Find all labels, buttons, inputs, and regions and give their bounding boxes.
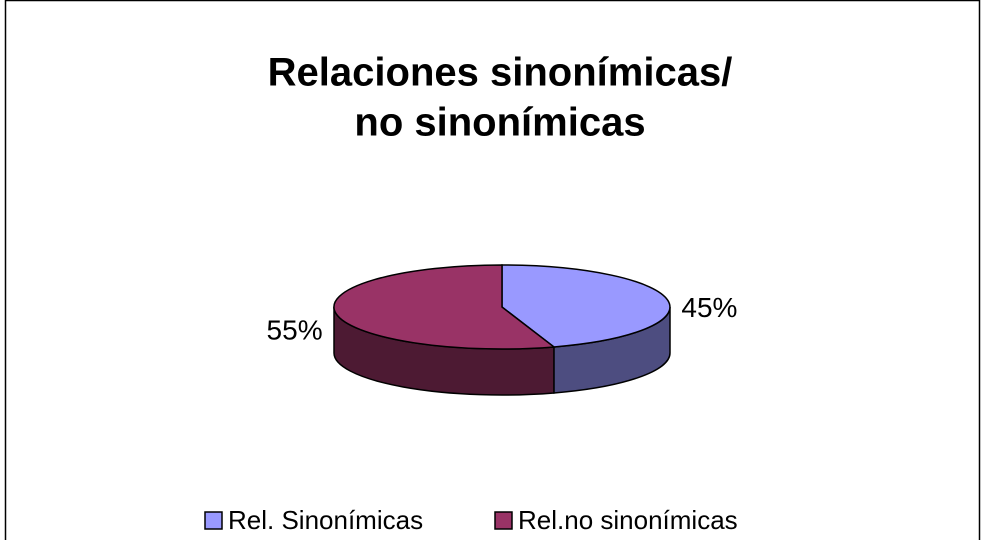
legend-swatch <box>204 511 223 530</box>
pie-slice <box>333 264 556 350</box>
legend-label: Rel.no sinonímicas <box>518 505 738 535</box>
pie-slice <box>501 264 671 348</box>
legend-swatch <box>494 511 513 530</box>
data-label: 55% <box>267 314 323 345</box>
legend-label: Rel. Sinonímicas <box>228 505 423 535</box>
chart-title: Relaciones sinonímicas/ <box>268 51 733 95</box>
chart-title: no sinonímicas <box>354 101 645 145</box>
data-label: 45% <box>681 292 737 323</box>
